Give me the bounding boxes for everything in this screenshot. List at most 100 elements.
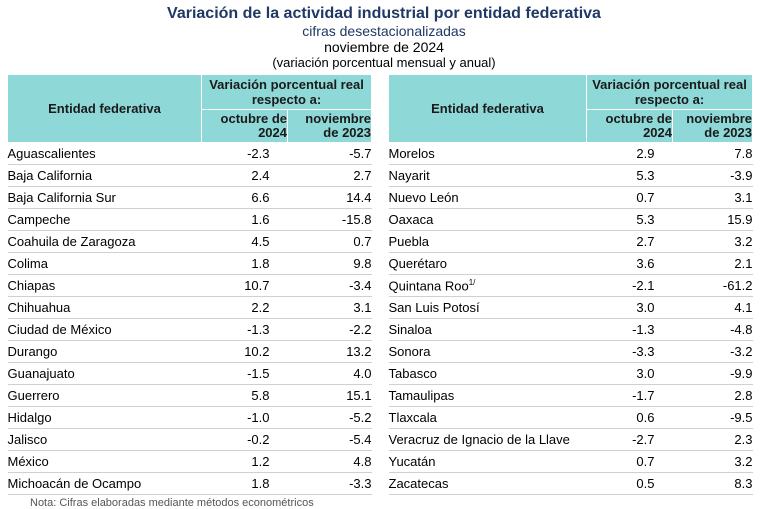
cell-entidad: Aguascalientes: [7, 142, 202, 165]
cell-octubre: 3.6: [586, 252, 673, 275]
cell-entidad: Ciudad de México: [7, 318, 202, 341]
cell-noviembre: -4.8: [672, 318, 753, 341]
cell-entidad: Morelos: [388, 142, 587, 165]
cell-octubre: 3.0: [586, 296, 673, 319]
entidad-name: Sonora: [388, 344, 431, 359]
cell-entidad: Hidalgo: [7, 406, 202, 429]
cell-octubre: 5.3: [586, 208, 673, 231]
header-noviembre: noviembre de 2023: [287, 109, 372, 143]
entidad-name: Nuevo León: [388, 190, 459, 205]
header-entidad: Entidad federativa: [388, 74, 587, 143]
cell-entidad: Baja California: [7, 164, 202, 187]
cell-entidad: Veracruz de Ignacio de la Llave: [388, 428, 587, 451]
cell-noviembre: 3.2: [672, 450, 753, 473]
table-row: México 1.2 4.8: [7, 450, 372, 473]
table-row: Chihuahua 2.2 3.1: [7, 296, 372, 319]
cell-entidad: Baja California Sur: [7, 186, 202, 209]
cell-noviembre: 2.3: [672, 428, 753, 451]
cell-entidad: Sonora: [388, 340, 587, 363]
entidad-name: Nayarit: [388, 168, 430, 183]
cell-octubre: -1.5: [201, 362, 288, 385]
cell-octubre: -1.3: [201, 318, 288, 341]
table-row: Tamaulipas -1.7 2.8: [388, 384, 753, 407]
entidad-name: Tamaulipas: [388, 388, 455, 403]
table-row: Aguascalientes -2.3 -5.7: [7, 142, 372, 165]
entidad-name: Michoacán de Ocampo: [7, 476, 142, 491]
cell-octubre: 5.3: [586, 164, 673, 187]
entidad-name: Chihuahua: [7, 300, 71, 315]
cell-octubre: -1.0: [201, 406, 288, 429]
cell-noviembre: -15.8: [287, 208, 372, 231]
cell-octubre: -1.7: [586, 384, 673, 407]
cell-noviembre: 13.2: [287, 340, 372, 363]
table-row: Nayarit 5.3 -3.9: [388, 164, 753, 187]
entidad-name: San Luis Potosí: [388, 300, 480, 315]
cell-entidad: Quintana Roo1/: [388, 274, 587, 297]
cell-noviembre: 7.8: [672, 142, 753, 165]
header-octubre: octubre de 2024: [201, 109, 288, 143]
table-row: Guerrero 5.8 15.1: [7, 384, 372, 407]
cell-entidad: Guerrero: [7, 384, 202, 407]
table-row: Hidalgo -1.0 -5.2: [7, 406, 372, 429]
table-row: Veracruz de Ignacio de la Llave -2.7 2.3: [388, 428, 753, 451]
cell-noviembre: 9.8: [287, 252, 372, 275]
header-noviembre: noviembre de 2023: [672, 109, 753, 143]
table-row: Baja California Sur 6.6 14.4: [7, 186, 372, 209]
entidad-name: Quintana Roo: [388, 278, 469, 294]
header-octubre: octubre de 2024: [586, 109, 673, 143]
entidad-name: Jalisco: [7, 432, 48, 447]
cell-noviembre: -3.4: [287, 274, 372, 297]
cell-noviembre: 15.9: [672, 208, 753, 231]
entidad-name: Baja California: [7, 168, 93, 183]
table-row: Puebla 2.7 3.2: [388, 230, 753, 253]
entidad-name: Guerrero: [7, 388, 60, 403]
cell-entidad: Chihuahua: [7, 296, 202, 319]
table-row: Nuevo León 0.7 3.1: [388, 186, 753, 209]
cell-octubre: -2.7: [586, 428, 673, 451]
cell-noviembre: 15.1: [287, 384, 372, 407]
cell-octubre: 3.0: [586, 362, 673, 385]
table-row: Sinaloa -1.3 -4.8: [388, 318, 753, 341]
cell-entidad: Oaxaca: [388, 208, 587, 231]
cell-entidad: Tabasco: [388, 362, 587, 385]
header-variacion: Variación porcentual real respecto a:: [201, 74, 372, 110]
entidad-name: Puebla: [388, 234, 429, 249]
table-left: Entidad federativa Variación porcentual …: [7, 74, 372, 495]
cell-noviembre: 2.1: [672, 252, 753, 275]
entidad-name: Yucatán: [388, 454, 436, 469]
cell-entidad: Guanajuato: [7, 362, 202, 385]
cell-noviembre: 0.7: [287, 230, 372, 253]
cell-entidad: Coahuila de Zaragoza: [7, 230, 202, 253]
cell-entidad: Michoacán de Ocampo: [7, 472, 202, 495]
entidad-name: Tabasco: [388, 366, 437, 381]
cell-noviembre: 3.1: [672, 186, 753, 209]
cell-noviembre: -5.2: [287, 406, 372, 429]
cell-entidad: Sinaloa: [388, 318, 587, 341]
cell-octubre: -2.1: [586, 274, 673, 297]
table-row: Chiapas 10.7 -3.4: [7, 274, 372, 297]
cell-noviembre: 4.8: [287, 450, 372, 473]
cell-octubre: 0.5: [586, 472, 673, 495]
cell-octubre: 2.9: [586, 142, 673, 165]
table-row: Michoacán de Ocampo 1.8 -3.3: [7, 472, 372, 495]
report-subtitle: cifras desestacionalizadas: [302, 23, 466, 39]
cell-noviembre: 8.3: [672, 472, 753, 495]
cell-noviembre: 2.7: [287, 164, 372, 187]
entidad-name: Oaxaca: [388, 212, 434, 227]
cell-noviembre: 4.1: [672, 296, 753, 319]
cell-entidad: Colima: [7, 252, 202, 275]
cell-entidad: San Luis Potosí: [388, 296, 587, 319]
entidad-name: Zacatecas: [388, 476, 449, 491]
table-row: Ciudad de México -1.3 -2.2: [7, 318, 372, 341]
cell-entidad: Yucatán: [388, 450, 587, 473]
table-row: Zacatecas 0.5 8.3: [388, 472, 753, 495]
table-row: Oaxaca 5.3 15.9: [388, 208, 753, 231]
cell-entidad: Tlaxcala: [388, 406, 587, 429]
cell-noviembre: -3.3: [287, 472, 372, 495]
cell-octubre: 2.4: [201, 164, 288, 187]
cell-noviembre: -5.7: [287, 142, 372, 165]
table-row: Baja California 2.4 2.7: [7, 164, 372, 187]
cell-octubre: 1.2: [201, 450, 288, 473]
cell-noviembre: -9.9: [672, 362, 753, 385]
cell-octubre: 4.5: [201, 230, 288, 253]
